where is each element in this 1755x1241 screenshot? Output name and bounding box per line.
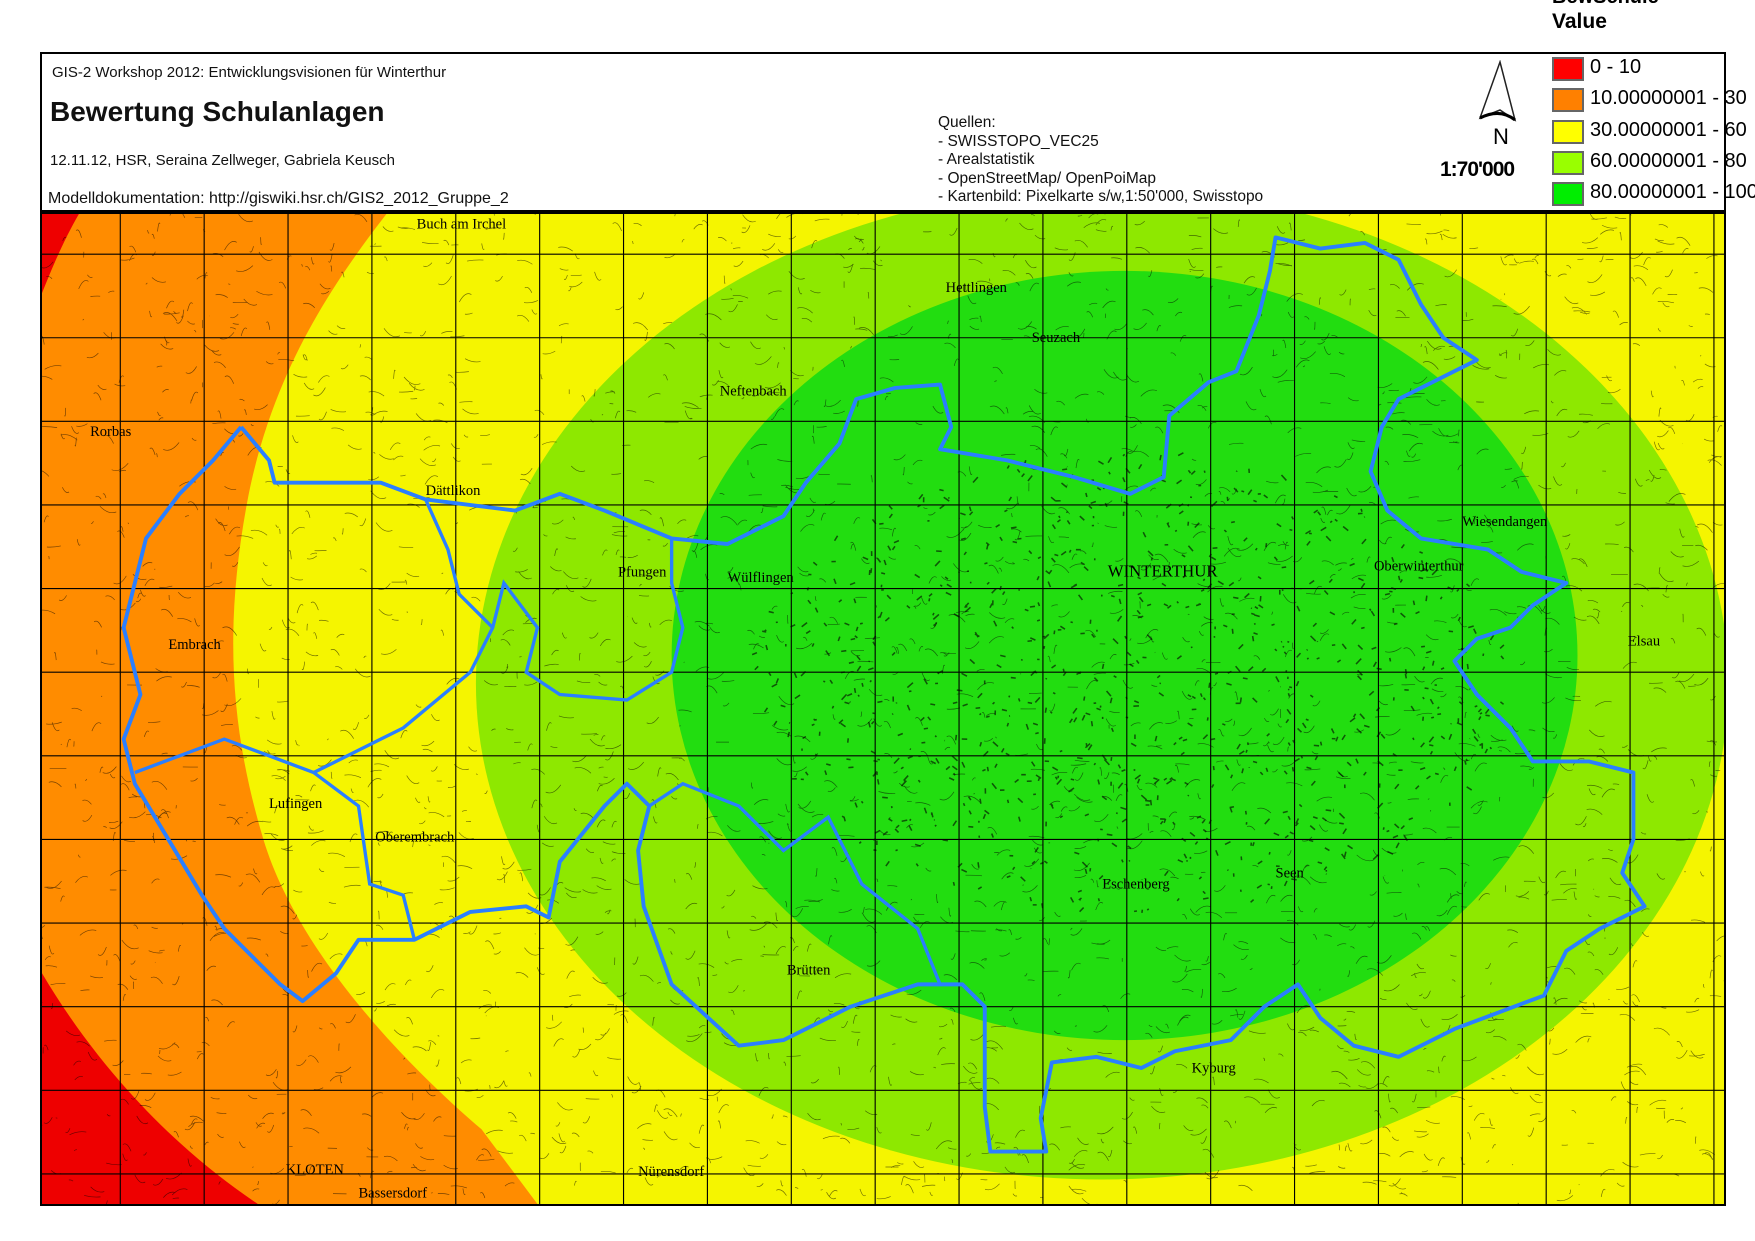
municipal-inner-boundary (134, 538, 685, 775)
place-label: KLOTEN (286, 1162, 345, 1178)
municipal-inner-boundary (648, 781, 942, 985)
place-label: Kyburg (1192, 1060, 1236, 1076)
map-frame[interactable]: Buch am Irchel Hettlingen Seuzach Neften… (40, 212, 1726, 1206)
zone-red-top (42, 214, 79, 294)
municipal-inner-boundary (424, 498, 494, 629)
source-item: - Arealstatistik (938, 151, 1035, 168)
place-label: Buch am Irchel (417, 217, 507, 233)
contour-lines (42, 214, 1724, 1204)
north-label: N (1493, 124, 1509, 149)
place-label: Neftenbach (720, 384, 788, 400)
zone-red-bottom (42, 973, 258, 1204)
place-label: Eschenberg (1102, 877, 1169, 893)
legend-label: 30.00000001 - 60 (1590, 119, 1747, 141)
legend-label: 0 - 10 (1590, 56, 1642, 78)
place-label: Brütten (787, 962, 831, 978)
place-label: Dättlikon (426, 483, 482, 499)
place-label: Nürensdorf (638, 1164, 704, 1180)
place-label: Hettlingen (946, 280, 1008, 296)
map-header: GIS-2 Workshop 2012: Entwicklungsvisione… (40, 52, 1726, 212)
workshop-subtitle: GIS-2 Workshop 2012: Entwicklungsvisione… (52, 64, 447, 81)
place-label: Pfungen (618, 564, 667, 580)
zone-green (671, 270, 1578, 1041)
place-label: WINTERTHUR (1108, 561, 1219, 580)
sources-block: Quellen: - SWISSTOPO_VEC25 - Arealstatis… (938, 114, 1263, 207)
legend-field-name: BewSchule (1552, 0, 1659, 9)
source-item: - SWISSTOPO_VEC25 (938, 132, 1099, 150)
sources-title: Quellen: (938, 114, 996, 131)
place-label: Seuzach (1032, 330, 1081, 346)
winterthur-boundary[interactable] (121, 235, 1647, 1154)
scale-label: 1:70'000 (1440, 158, 1515, 181)
place-label: Seen (1276, 865, 1305, 881)
map-grid (42, 214, 1724, 1204)
map-title: Bewertung Schulanlagen (50, 96, 385, 127)
legend-swatch (1552, 182, 1584, 206)
authors-line: 12.11.12, HSR, Seraina Zellweger, Gabrie… (50, 152, 395, 169)
place-labels: Buch am Irchel Hettlingen Seuzach Neften… (90, 217, 1660, 1202)
zone-orange (42, 214, 538, 1204)
place-label: Embrach (168, 637, 221, 653)
legend-title: Value (1552, 10, 1607, 33)
map-canvas[interactable]: Buch am Irchel Hettlingen Seuzach Neften… (42, 214, 1724, 1204)
documentation-link[interactable]: Modelldokumentation: http://giswiki.hsr.… (48, 190, 509, 207)
place-label: Oberembrach (375, 830, 455, 846)
place-label: Wülflingen (728, 570, 795, 586)
legend-swatch (1552, 88, 1584, 112)
source-item: - Kartenbild: Pixelkarte s/w,1:50'000, S… (938, 188, 1264, 205)
municipal-inner-boundary (312, 771, 417, 941)
place-label: Bassersdorf (358, 1185, 427, 1201)
legend-label: 80.00000001 - 100 (1590, 181, 1755, 203)
place-label: Rorbas (90, 424, 132, 440)
north-arrow-icon: N (1478, 60, 1517, 149)
legend-swatch (1552, 57, 1584, 81)
legend-swatch (1552, 120, 1584, 144)
place-label: Wiesendangen (1462, 514, 1548, 530)
place-label: Oberwinterthur (1374, 559, 1464, 575)
source-item: - OpenStreetMap/ OpenPoiMap (938, 169, 1156, 187)
legend-swatch (1552, 151, 1584, 175)
legend-label: 60.00000001 - 80 (1590, 150, 1747, 172)
place-label: Lufingen (269, 796, 323, 812)
place-label: Elsau (1628, 633, 1660, 649)
legend-label: 10.00000001 - 30 (1590, 87, 1747, 109)
